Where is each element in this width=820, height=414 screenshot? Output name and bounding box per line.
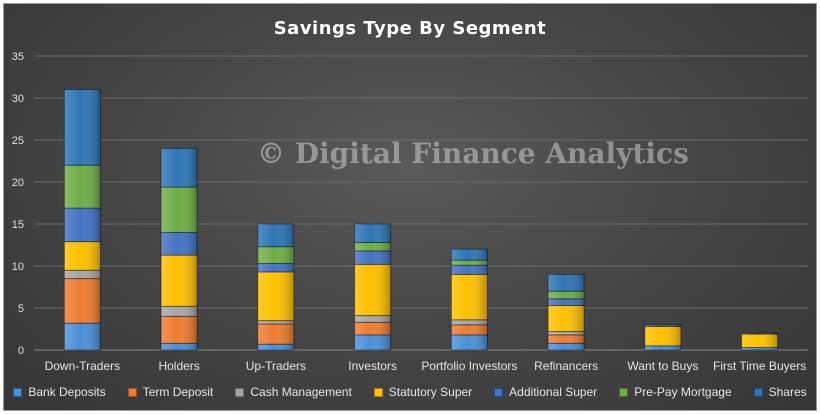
x-tick-label: Want to Buys: [627, 359, 698, 373]
bar-segment-shading: [644, 345, 681, 350]
bar-segment-shading: [64, 208, 101, 242]
bar-segment-shading: [161, 187, 198, 233]
bar-segment-shading: [354, 242, 391, 251]
bar-segment-shading: [451, 334, 488, 350]
legend-item: Shares: [753, 382, 807, 402]
bar-segment-shading: [64, 241, 101, 271]
bar-segment-shading: [741, 333, 778, 335]
legend-label: Term Deposit: [142, 385, 214, 399]
y-tick-label: 5: [18, 303, 24, 315]
gridlines: [34, 55, 808, 351]
y-tick-label: 25: [12, 135, 24, 147]
bar-segment-shading: [257, 344, 294, 350]
bar-segment-shading: [548, 291, 585, 299]
y-axis: 0 5 10 15 20 25 30 35: [12, 51, 24, 357]
watermark-text: © Digital Finance Analytics: [257, 137, 689, 170]
legend-item: Bank Deposits: [13, 382, 106, 402]
bar-segment-shading: [354, 322, 391, 335]
x-tick-label: Portfolio Investors: [421, 359, 517, 373]
bar-segment-shading: [548, 331, 585, 335]
bar-segment-shading: [548, 274, 585, 292]
bar-segment-shading: [161, 343, 198, 350]
bar-segment-shading: [64, 270, 101, 279]
bar-segment-shading: [161, 232, 198, 256]
legend-swatch: [235, 387, 245, 397]
bar-segment-shading: [354, 334, 391, 350]
legend-label: Cash Management: [250, 385, 352, 399]
bar-segment-shading: [741, 334, 778, 348]
y-tick-label: 30: [12, 93, 24, 105]
legend-item: Additional Super: [494, 382, 597, 402]
bar-segment-shading: [548, 298, 585, 306]
bar-segment-shading: [64, 278, 101, 324]
x-tick-label: First Time Buyers: [713, 359, 806, 373]
bar-segment-shading: [257, 246, 294, 264]
legend-item: Pre-Pay Mortgage: [619, 382, 732, 402]
legend-label: Shares: [768, 385, 807, 399]
bar-segment-shading: [257, 320, 294, 324]
bar-segment-shading: [161, 306, 198, 317]
bar-segment-shading: [64, 89, 101, 166]
bar-segment-shading: [548, 305, 585, 332]
legend-swatch: [13, 387, 23, 397]
y-tick-label: 35: [12, 51, 24, 63]
legend-label: Pre-Pay Mortgage: [634, 385, 732, 399]
legend-swatch: [753, 387, 763, 397]
x-tick-label: Holders: [158, 359, 199, 373]
bar-segment-shading: [161, 316, 198, 344]
x-tick-label: Down-Traders: [45, 359, 121, 373]
bar-segment-shading: [257, 263, 294, 272]
legend: Bank Deposits Term Deposit Cash Management…: [4, 382, 816, 402]
legend-swatch: [494, 387, 504, 397]
bars: [63, 89, 779, 351]
bar-segment-shading: [644, 324, 681, 327]
bar-segment-shading: [451, 319, 488, 325]
bar-segment-shading: [257, 323, 294, 345]
legend-item: Cash Management: [235, 382, 352, 402]
x-tick-label: Investors: [348, 359, 397, 373]
legend-item: Term Deposit: [127, 382, 214, 402]
bar-segment-shading: [548, 343, 585, 350]
y-tick-label: 20: [12, 177, 24, 189]
plot-area: 0 5 10 15 20 25 30 35 Down-Traders Holders Up-Tra…: [12, 51, 808, 373]
x-tick-label: Refinancers: [534, 359, 598, 373]
y-tick-label: 0: [18, 345, 24, 357]
bar-segment-shading: [548, 334, 585, 344]
bar-segment-shading: [354, 315, 391, 323]
legend-swatch: [373, 387, 383, 397]
bar-segment-shading: [644, 326, 681, 346]
bar-segment-shading: [257, 224, 294, 247]
legend-item: Statutory Super: [373, 382, 473, 402]
bar-segment-shading: [161, 255, 198, 307]
bar-segment-shading: [451, 249, 488, 261]
bar-segment-shading: [451, 260, 488, 266]
bar-segment-shading: [741, 347, 778, 350]
bar-segment-shading: [354, 224, 391, 243]
legend-label: Additional Super: [509, 385, 598, 399]
bar-segment-shading: [64, 165, 101, 209]
legend-swatch: [619, 387, 629, 397]
bar-segment-shading: [161, 148, 198, 188]
bar-segment-shading: [64, 323, 101, 350]
bar-segment-shading: [354, 250, 391, 265]
y-tick-label: 10: [12, 261, 24, 273]
legend-label: Statutory Super: [388, 385, 473, 399]
legend-label: Bank Deposits: [28, 385, 106, 399]
legend-swatch: [127, 387, 137, 397]
x-axis: Down-Traders Holders Up-Traders Investors Po…: [45, 359, 807, 373]
bar-segment-shading: [451, 324, 488, 335]
bar-segment-shading: [451, 274, 488, 320]
bar-segment-shading: [451, 265, 488, 275]
chart-title: Savings Type By Segment: [273, 18, 547, 39]
y-tick-label: 15: [12, 219, 24, 231]
chart-area: Savings Type By Segment 0 5 10 15 20 25 30 35 D…: [3, 3, 817, 411]
bar-segment-shading: [257, 271, 294, 321]
x-tick-label: Up-Traders: [246, 359, 306, 373]
bar-segment-shading: [354, 264, 391, 316]
